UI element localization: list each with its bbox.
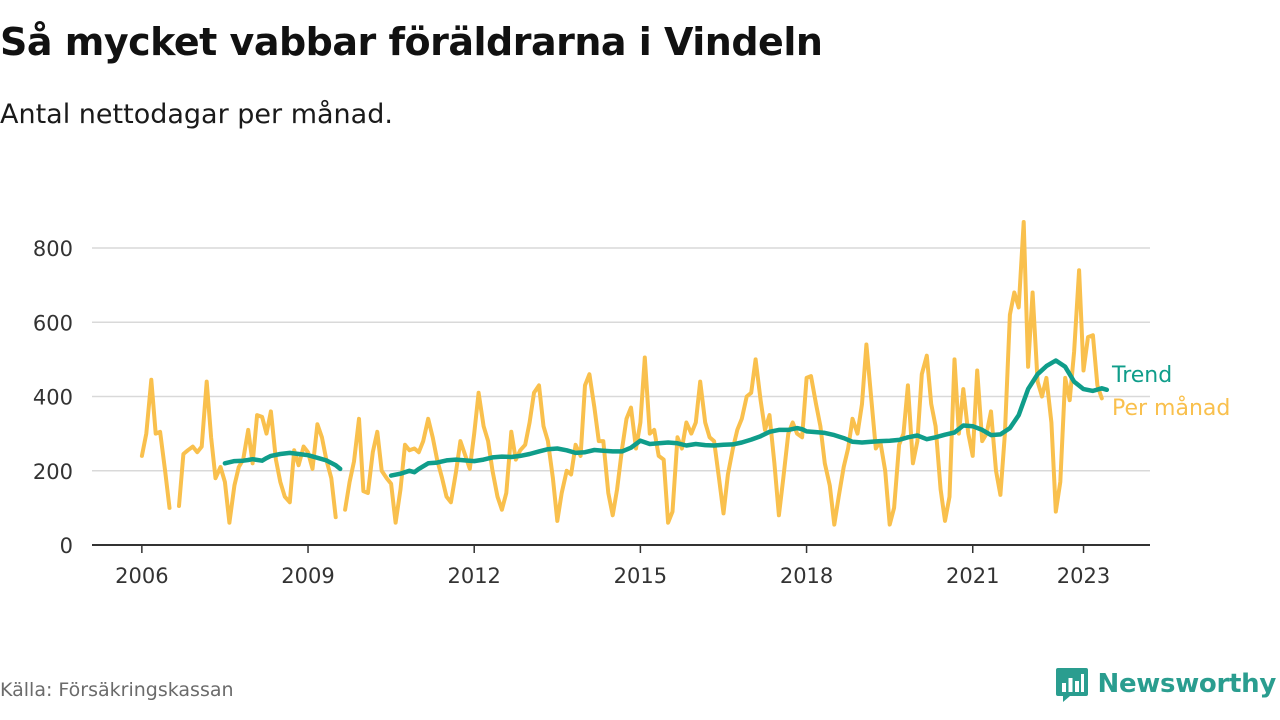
gridlines bbox=[92, 247, 1150, 546]
chart-title: Så mycket vabbar föräldrarna i Vindeln bbox=[0, 20, 823, 64]
y-tick-label-200: 200 bbox=[33, 460, 73, 484]
series-line-trend bbox=[222, 358, 1110, 478]
bar-chart-icon bbox=[1055, 668, 1088, 702]
x-axis-ticks: 2006 2009 2012 2015 2018 2021 2023 bbox=[115, 545, 1110, 588]
series-line-per-m-nad bbox=[139, 220, 1104, 527]
x-tick-label-2023: 2023 bbox=[1057, 564, 1110, 588]
series-lines bbox=[139, 220, 1110, 527]
y-tick-label-600: 600 bbox=[33, 311, 73, 335]
series-labels: Per månad Trend bbox=[1111, 363, 1230, 421]
x-tick-label-2021: 2021 bbox=[946, 564, 999, 588]
x-tick-label-2018: 2018 bbox=[780, 564, 833, 588]
chart-subtitle: Antal nettodagar per månad. bbox=[0, 99, 393, 130]
brand-name: Newsworthy bbox=[1097, 669, 1277, 699]
y-axis-ticks: 0 200 400 600 800 bbox=[33, 237, 73, 558]
x-tick-label-2015: 2015 bbox=[614, 564, 667, 588]
y-tick-label-0: 0 bbox=[60, 534, 73, 558]
x-tick-label-2012: 2012 bbox=[447, 564, 500, 588]
x-tick-label-2009: 2009 bbox=[281, 564, 334, 588]
brand-logo: Newsworthy bbox=[1054, 664, 1276, 704]
y-tick-label-800: 800 bbox=[33, 237, 73, 261]
source-note: Källa: Försäkringskassan bbox=[0, 679, 234, 701]
series-label-per-m-nad: Per månad bbox=[1112, 395, 1230, 421]
y-tick-label-400: 400 bbox=[33, 386, 73, 410]
x-tick-label-2006: 2006 bbox=[115, 564, 168, 588]
series-label-trend: Trend bbox=[1111, 363, 1172, 388]
